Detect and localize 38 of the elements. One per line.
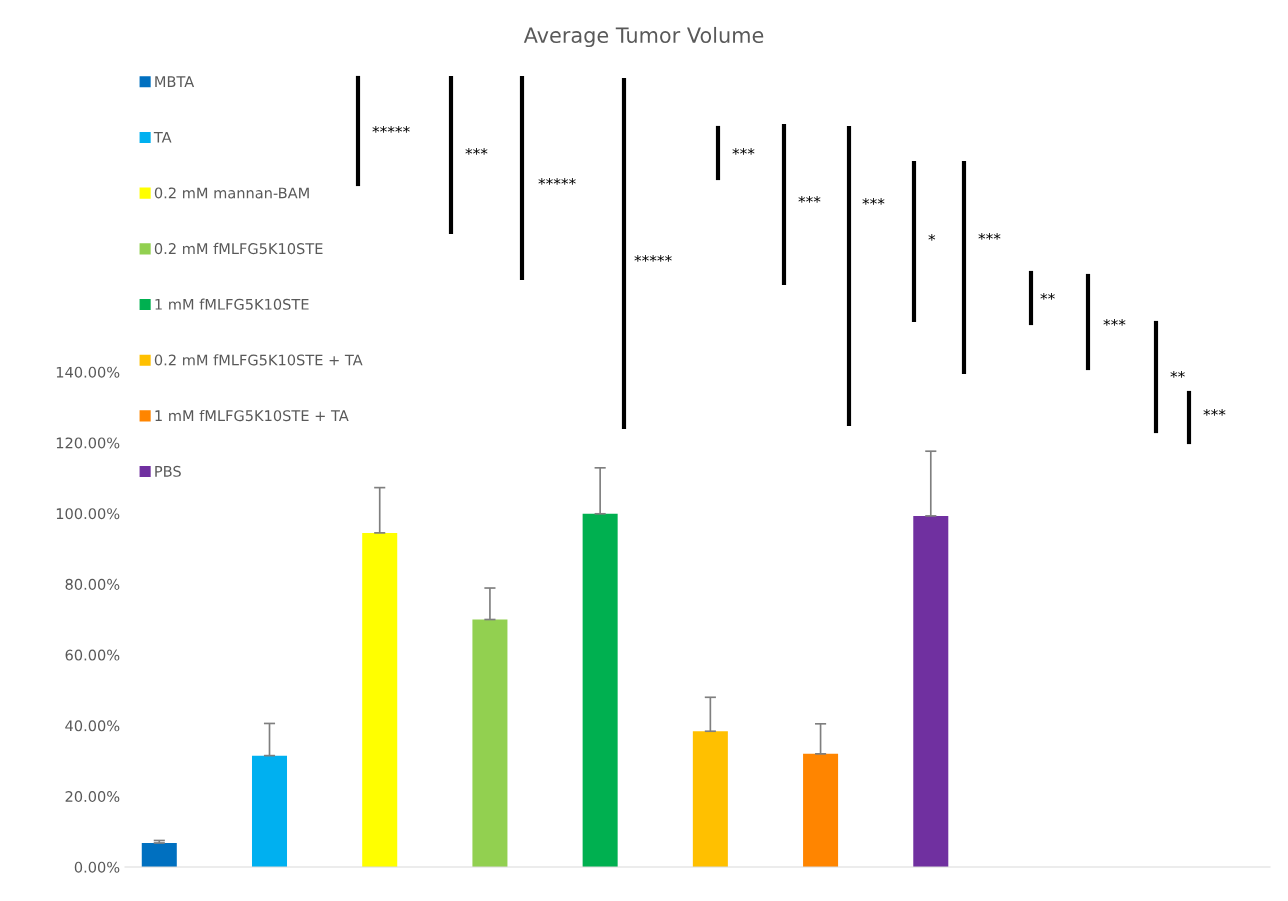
bar	[913, 515, 949, 867]
y-tick-label: 0.00%	[74, 861, 120, 873]
y-tick-label: 120.00%	[56, 437, 120, 449]
bar	[582, 513, 618, 867]
legend-label: 0.2 mM mannan-BAM	[154, 187, 309, 199]
text: ***	[978, 232, 1001, 240]
text: ***	[862, 197, 885, 205]
text: *****	[538, 177, 576, 185]
legend-label: PBS	[155, 465, 181, 477]
text: *	[928, 233, 936, 241]
y-tick-label: 80.00%	[65, 578, 120, 590]
bar	[141, 842, 177, 867]
text: ***	[732, 147, 755, 155]
bar	[472, 619, 508, 867]
y-tick-label: 100.00%	[56, 508, 120, 520]
bar	[362, 532, 398, 867]
annotation: **	[1170, 370, 1185, 378]
text: ***	[465, 147, 488, 155]
legend-label: 1 mM fMLFG5K10STE	[155, 298, 309, 310]
bar	[251, 755, 288, 867]
legend-label: TA	[153, 131, 172, 143]
legend-label: 0.2 mM fMLFG5K10STE + TA	[154, 354, 363, 366]
bar	[692, 731, 728, 867]
text: ***	[798, 195, 821, 203]
y-tick-label: 40.00%	[65, 720, 120, 732]
y-tick-label: 20.00%	[65, 791, 120, 803]
text: *****	[372, 125, 410, 133]
annotation: ***	[1203, 408, 1226, 416]
legend-label: 1 mM fMLFG5K10STE + TA	[155, 409, 349, 422]
y-tick-label: 60.00%	[65, 649, 120, 661]
y-tick-label: 140.00%	[56, 366, 120, 378]
legend-label: MBTA	[155, 76, 195, 87]
text: ***	[1103, 318, 1126, 326]
bar	[803, 753, 839, 867]
legend-label: 0.2 mM fMLFG5K10STE	[154, 242, 323, 255]
text: **	[1040, 292, 1055, 300]
chart-title: Average Tumor Volume	[523, 26, 764, 48]
text: *****	[634, 254, 672, 262]
